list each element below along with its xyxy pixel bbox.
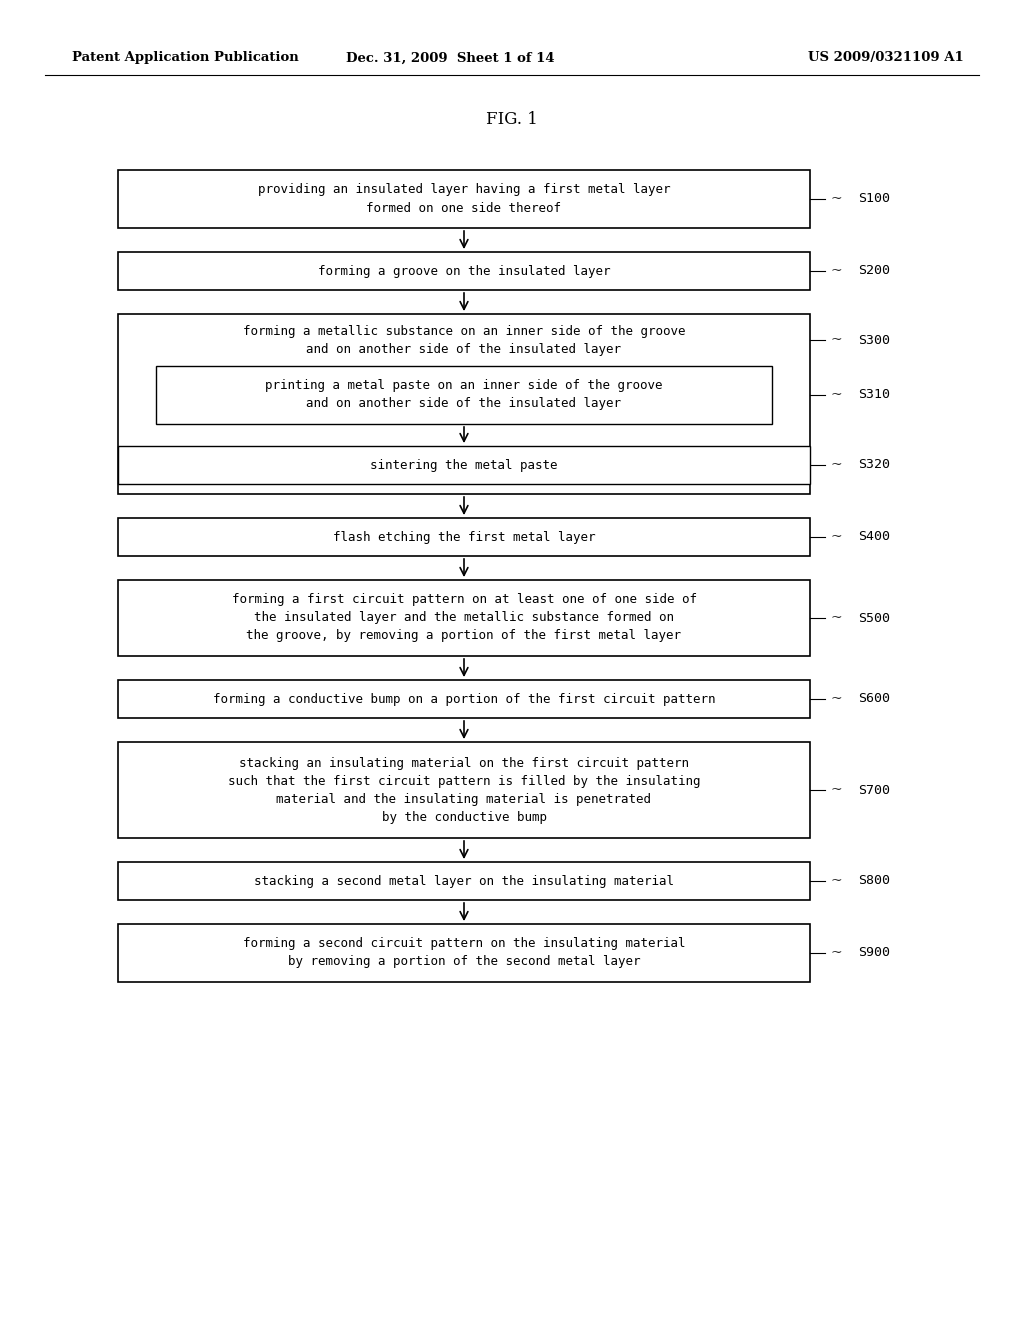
Text: ~: ~ <box>831 611 843 624</box>
Text: flash etching the first metal layer: flash etching the first metal layer <box>333 531 595 544</box>
Text: S100: S100 <box>858 193 890 206</box>
Text: ~: ~ <box>831 783 843 797</box>
Text: forming a groove on the insulated layer: forming a groove on the insulated layer <box>317 264 610 277</box>
Bar <box>118 579 810 656</box>
Text: providing an insulated layer having a first metal layer
formed on one side there: providing an insulated layer having a fi… <box>258 183 671 214</box>
Text: ~: ~ <box>831 531 843 544</box>
Bar <box>118 517 810 556</box>
Text: stacking an insulating material on the first circuit pattern
such that the first: stacking an insulating material on the f… <box>227 756 700 824</box>
Text: S200: S200 <box>858 264 890 277</box>
Bar <box>118 924 810 982</box>
Text: S800: S800 <box>858 874 890 887</box>
Bar <box>118 446 810 484</box>
Text: S500: S500 <box>858 611 890 624</box>
Text: ~: ~ <box>831 191 843 206</box>
Text: S700: S700 <box>858 784 890 796</box>
Text: S900: S900 <box>858 946 890 960</box>
Text: forming a conductive bump on a portion of the first circuit pattern: forming a conductive bump on a portion o… <box>213 693 715 705</box>
Bar <box>118 862 810 900</box>
Bar <box>118 252 810 290</box>
Text: S320: S320 <box>858 458 890 471</box>
Text: printing a metal paste on an inner side of the groove
and on another side of the: printing a metal paste on an inner side … <box>265 380 663 411</box>
Text: S400: S400 <box>858 531 890 544</box>
Text: Patent Application Publication: Patent Application Publication <box>72 51 299 65</box>
Text: S600: S600 <box>858 693 890 705</box>
Text: stacking a second metal layer on the insulating material: stacking a second metal layer on the ins… <box>254 874 674 887</box>
Text: forming a first circuit pattern on at least one of one side of
the insulated lay: forming a first circuit pattern on at le… <box>231 594 696 643</box>
Text: ~: ~ <box>831 333 843 347</box>
Text: Dec. 31, 2009  Sheet 1 of 14: Dec. 31, 2009 Sheet 1 of 14 <box>346 51 554 65</box>
Text: US 2009/0321109 A1: US 2009/0321109 A1 <box>808 51 964 65</box>
Text: ~: ~ <box>831 692 843 706</box>
Text: FIG. 1: FIG. 1 <box>486 111 538 128</box>
Bar <box>118 680 810 718</box>
Text: forming a metallic substance on an inner side of the groove
and on another side : forming a metallic substance on an inner… <box>243 325 685 355</box>
Bar <box>118 314 810 494</box>
Text: forming a second circuit pattern on the insulating material
by removing a portio: forming a second circuit pattern on the … <box>243 937 685 969</box>
Text: S300: S300 <box>858 334 890 346</box>
Text: sintering the metal paste: sintering the metal paste <box>371 458 558 471</box>
Text: ~: ~ <box>831 458 843 473</box>
Bar <box>156 366 772 424</box>
Text: ~: ~ <box>831 264 843 279</box>
Bar <box>118 742 810 838</box>
Bar <box>118 170 810 228</box>
Text: S310: S310 <box>858 388 890 401</box>
Text: ~: ~ <box>831 874 843 888</box>
Text: ~: ~ <box>831 946 843 960</box>
Text: ~: ~ <box>831 388 843 403</box>
